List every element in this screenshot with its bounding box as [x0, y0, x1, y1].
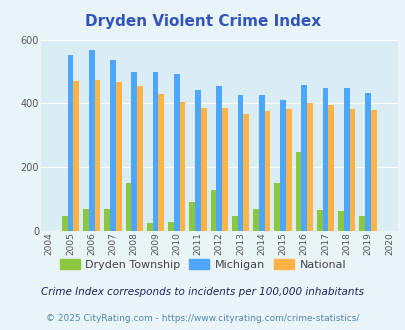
Bar — [322, 88, 328, 231]
Bar — [285, 109, 291, 231]
Bar — [158, 94, 164, 231]
Bar — [295, 152, 301, 231]
Bar — [364, 93, 370, 231]
Legend: Dryden Township, Michigan, National: Dryden Township, Michigan, National — [55, 255, 350, 274]
Bar — [243, 114, 249, 231]
Bar — [349, 109, 354, 231]
Bar — [316, 210, 322, 231]
Bar — [258, 95, 264, 231]
Bar — [168, 222, 173, 231]
Bar — [125, 182, 131, 231]
Bar — [73, 82, 79, 231]
Bar — [195, 90, 200, 231]
Text: © 2025 CityRating.com - https://www.cityrating.com/crime-statistics/: © 2025 CityRating.com - https://www.city… — [46, 314, 359, 323]
Bar — [264, 111, 270, 231]
Bar — [152, 72, 158, 231]
Bar — [279, 100, 285, 231]
Bar — [173, 74, 179, 231]
Bar — [358, 216, 364, 231]
Bar — [328, 105, 333, 231]
Bar — [115, 82, 121, 231]
Bar — [301, 85, 307, 231]
Bar — [83, 209, 89, 231]
Bar — [210, 189, 216, 231]
Bar — [131, 72, 137, 231]
Bar — [62, 216, 67, 231]
Bar — [67, 54, 73, 231]
Bar — [179, 102, 185, 231]
Bar — [104, 209, 110, 231]
Bar — [222, 108, 227, 231]
Bar — [94, 80, 100, 231]
Bar — [370, 110, 376, 231]
Bar — [307, 103, 312, 231]
Bar — [337, 211, 343, 231]
Bar — [147, 223, 152, 231]
Bar — [343, 88, 349, 231]
Text: Dryden Violent Crime Index: Dryden Violent Crime Index — [85, 14, 320, 29]
Bar — [200, 108, 206, 231]
Bar — [110, 60, 115, 231]
Bar — [89, 50, 94, 231]
Bar — [137, 86, 143, 231]
Bar — [216, 86, 222, 231]
Bar — [237, 95, 243, 231]
Bar — [231, 216, 237, 231]
Text: Crime Index corresponds to incidents per 100,000 inhabitants: Crime Index corresponds to incidents per… — [41, 287, 364, 297]
Bar — [253, 209, 258, 231]
Bar — [274, 183, 279, 231]
Bar — [189, 202, 195, 231]
